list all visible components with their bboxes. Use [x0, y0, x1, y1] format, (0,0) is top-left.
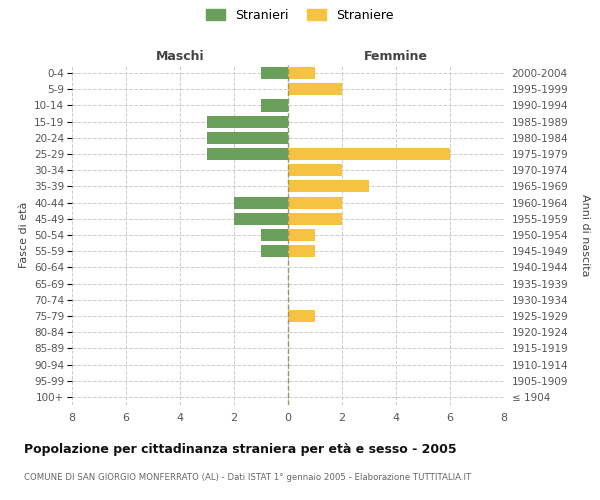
Y-axis label: Fasce di età: Fasce di età: [19, 202, 29, 268]
Bar: [288, 67, 315, 79]
Bar: [288, 196, 342, 208]
Bar: [234, 196, 288, 208]
Bar: [261, 229, 288, 241]
Bar: [288, 148, 450, 160]
Bar: [207, 148, 288, 160]
Bar: [261, 245, 288, 258]
Bar: [288, 83, 342, 96]
Bar: [288, 245, 315, 258]
Text: Popolazione per cittadinanza straniera per età e sesso - 2005: Popolazione per cittadinanza straniera p…: [24, 442, 457, 456]
Bar: [234, 212, 288, 225]
Bar: [207, 116, 288, 128]
Y-axis label: Anni di nascita: Anni di nascita: [580, 194, 590, 276]
Text: COMUNE DI SAN GIORGIO MONFERRATO (AL) - Dati ISTAT 1° gennaio 2005 - Elaborazion: COMUNE DI SAN GIORGIO MONFERRATO (AL) - …: [24, 472, 471, 482]
Bar: [288, 212, 342, 225]
Bar: [261, 67, 288, 79]
Legend: Stranieri, Straniere: Stranieri, Straniere: [206, 8, 394, 22]
Text: Femmine: Femmine: [364, 50, 428, 62]
Bar: [288, 180, 369, 192]
Bar: [261, 100, 288, 112]
Bar: [288, 310, 315, 322]
Bar: [207, 132, 288, 144]
Text: Maschi: Maschi: [155, 50, 205, 62]
Bar: [288, 164, 342, 176]
Bar: [288, 229, 315, 241]
